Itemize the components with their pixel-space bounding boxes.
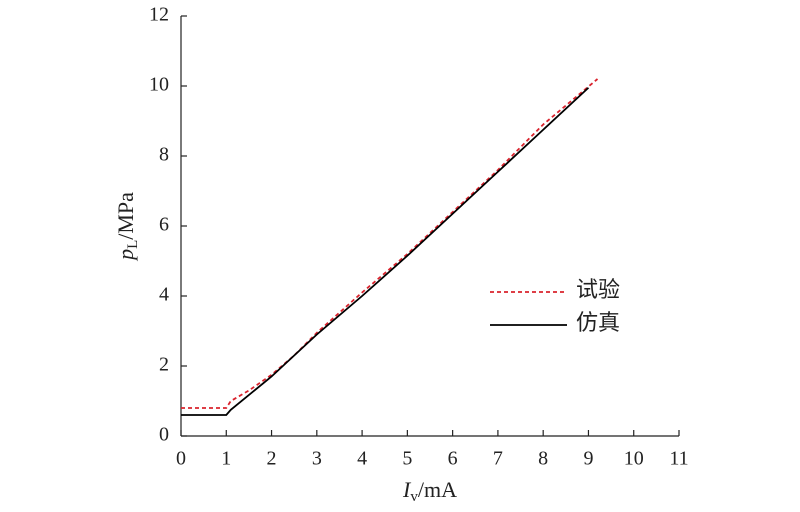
x-tick-label: 0 xyxy=(176,448,186,470)
series-line xyxy=(181,87,590,416)
y-label-symbol: p xyxy=(113,249,138,262)
x-tick-label: 2 xyxy=(267,448,277,470)
y-tick-label: 10 xyxy=(149,74,169,96)
x-axis-label: Iv/mA xyxy=(402,477,457,505)
y-tick-label: 4 xyxy=(159,284,169,306)
y-label-unit: /MPa xyxy=(113,192,138,240)
x-tick-label: 4 xyxy=(357,448,367,470)
x-label-symbol: I xyxy=(402,477,412,502)
x-label-unit: /mA xyxy=(418,477,457,502)
series-line xyxy=(181,78,599,409)
y-tick-label: 8 xyxy=(159,144,169,166)
legend-label: 试验 xyxy=(576,277,620,302)
x-tick-label: 9 xyxy=(583,448,593,470)
x-tick-label: 7 xyxy=(493,448,503,470)
x-tick-label: 6 xyxy=(448,448,458,470)
y-axis-label: pL/MPa xyxy=(113,192,141,262)
x-tick-label: 8 xyxy=(538,448,548,470)
y-tick-label: 12 xyxy=(149,4,169,26)
x-tick-label: 5 xyxy=(402,448,412,470)
legend-label: 仿真 xyxy=(576,310,620,335)
x-tick-label: 1 xyxy=(221,448,231,470)
x-tick-label: 10 xyxy=(624,448,644,470)
x-tick-label: 11 xyxy=(669,448,688,470)
y-tick-label: 2 xyxy=(159,354,169,376)
x-label-subscript: v xyxy=(410,489,418,505)
y-tick-label: 6 xyxy=(159,214,169,236)
y-label-subscript: L xyxy=(125,240,141,249)
y-tick-label: 0 xyxy=(159,424,169,446)
x-tick-label: 3 xyxy=(312,448,322,470)
